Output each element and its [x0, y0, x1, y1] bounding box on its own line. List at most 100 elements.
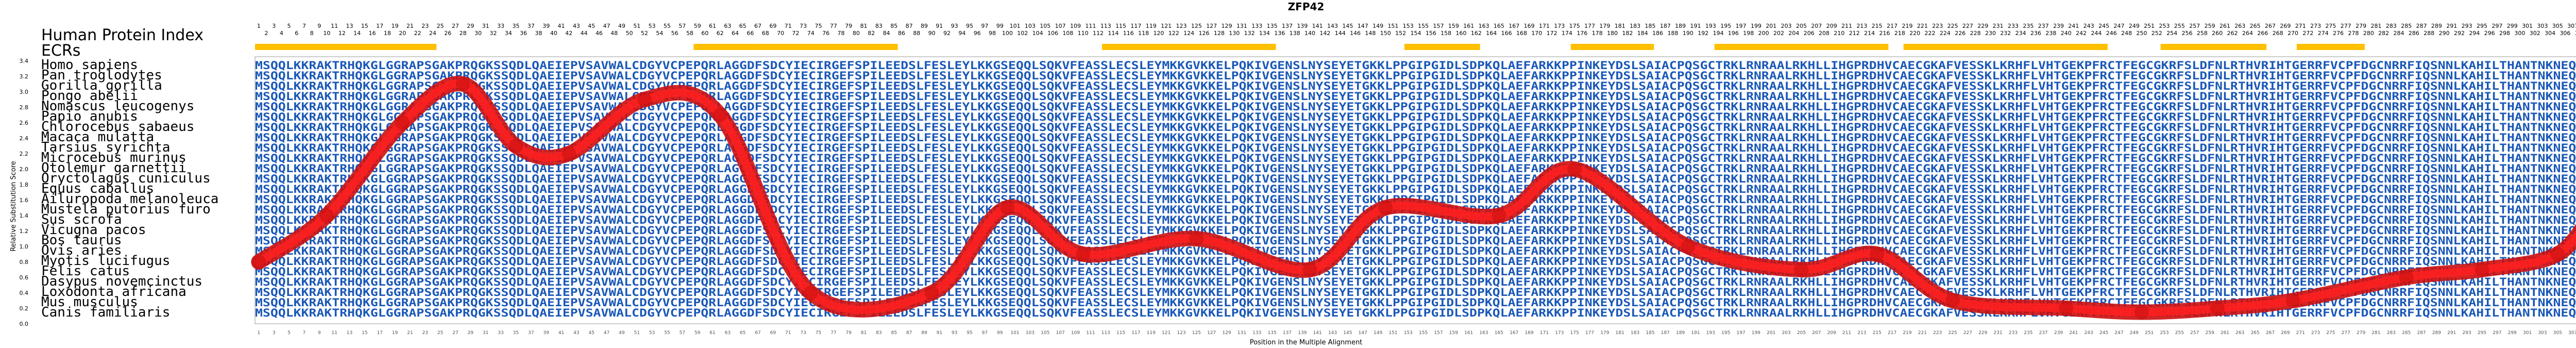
position-number: 161 — [1463, 23, 1474, 29]
position-number: 254 — [2166, 30, 2177, 37]
position-number: 275 — [2325, 23, 2336, 29]
position-number: 238 — [2045, 30, 2056, 37]
alignment-sequence: MSQQLKKRAKTRHQKGLGGRAPSGAKPRQGKSSQDLQAEI… — [255, 183, 2576, 195]
y-tick-label: 2.0 — [20, 166, 29, 173]
position-number: 202 — [1773, 30, 1784, 37]
position-number: 27 — [452, 23, 459, 29]
position-number: 82 — [868, 30, 875, 37]
x-tick-label: 183 — [1631, 330, 1639, 336]
position-number: 166 — [1501, 30, 1512, 37]
species-name: Felis catus — [41, 263, 130, 279]
x-tick-label: 77 — [831, 330, 836, 336]
species-name: Macaca mulatta — [41, 129, 154, 145]
x-tick-label: 245 — [2099, 330, 2108, 336]
x-tick-label: 149 — [1374, 330, 1382, 336]
position-number: 242 — [2076, 30, 2087, 37]
ecr-bar — [754, 44, 898, 50]
x-tick-label: 159 — [1449, 330, 1458, 336]
position-number: 302 — [2530, 30, 2540, 37]
x-tick-label: 161 — [1464, 330, 1473, 336]
x-tick-label: 291 — [2447, 330, 2456, 336]
y-tick-label: 1.6 — [20, 197, 29, 204]
position-number: 297 — [2492, 23, 2502, 29]
position-number: 85 — [890, 23, 897, 29]
position-number: 236 — [2030, 30, 2041, 37]
position-number: 149 — [1372, 23, 1383, 29]
species-name: Mustela putorius furo — [41, 202, 211, 217]
x-tick-label: 217 — [1888, 330, 1896, 336]
y-tick-label: 2.4 — [20, 135, 29, 142]
y-tick-label: 1.8 — [20, 181, 29, 188]
x-tick-label: 177 — [1585, 330, 1594, 336]
position-number: 75 — [815, 23, 822, 29]
x-tick-label: 215 — [1873, 330, 1882, 336]
x-tick-label: 137 — [1283, 330, 1292, 336]
position-number: 213 — [1856, 23, 1867, 29]
x-tick-label: 41 — [558, 330, 564, 336]
position-number: 204 — [1788, 30, 1799, 37]
position-number: 153 — [1403, 23, 1414, 29]
x-tick-label: 281 — [2371, 330, 2380, 336]
position-number: 122 — [1168, 30, 1179, 37]
position-number: 52 — [641, 30, 648, 37]
x-tick-label: 239 — [2054, 330, 2063, 336]
position-number: 36 — [520, 30, 527, 37]
x-tick-label: 131 — [1238, 330, 1246, 336]
ecr-bar — [2296, 44, 2365, 50]
position-number: 61 — [709, 23, 716, 29]
position-number: 92 — [943, 30, 951, 37]
alignment-sequence: MSQQLKKRAKTRHQKGLGGRAPSGAKPRQGKSSQDLQAEI… — [255, 266, 2576, 278]
position-number: 221 — [1917, 23, 1928, 29]
x-tick-label: 173 — [1555, 330, 1564, 336]
x-tick-label: 133 — [1252, 330, 1261, 336]
position-number: 34 — [505, 30, 512, 37]
position-number: 205 — [1796, 23, 1807, 29]
position-number: 55 — [664, 23, 671, 29]
x-tick-label: 69 — [770, 330, 776, 336]
position-number: 250 — [2137, 30, 2147, 37]
x-tick-label: 99 — [997, 330, 1003, 336]
position-number: 6 — [295, 30, 298, 37]
x-tick-label: 289 — [2432, 330, 2441, 336]
x-tick-label: 303 — [2538, 330, 2547, 336]
position-number: 292 — [2454, 30, 2465, 37]
position-number: 18 — [384, 30, 391, 37]
position-number: 134 — [1259, 30, 1270, 37]
curve-point — [455, 77, 470, 91]
position-number: 306 — [2560, 30, 2570, 37]
x-tick-label: 105 — [1041, 330, 1049, 336]
position-number: 19 — [392, 23, 399, 29]
ecr-bar — [255, 44, 437, 50]
x-tick-label: 171 — [1540, 330, 1549, 336]
position-number: 91 — [936, 23, 943, 29]
x-tick-label: 275 — [2326, 330, 2335, 336]
position-number: 154 — [1410, 30, 1421, 37]
position-number: 43 — [573, 23, 580, 29]
position-number: 189 — [1675, 23, 1686, 29]
ecr-bar — [693, 44, 754, 50]
position-number: 175 — [1569, 23, 1580, 29]
position-number: 260 — [2212, 30, 2223, 37]
position-number: 25 — [437, 23, 444, 29]
position-number: 57 — [679, 23, 686, 29]
x-tick-label: 175 — [1570, 330, 1579, 336]
curve-point — [1189, 231, 1204, 246]
position-number: 248 — [2121, 30, 2132, 37]
position-number: 145 — [1342, 23, 1353, 29]
x-tick-label: 109 — [1071, 330, 1080, 336]
position-number: 231 — [1993, 23, 2004, 29]
species-name: Pan troglodytes — [41, 68, 162, 83]
x-tick-label: 193 — [1706, 330, 1715, 336]
species-name: Papio anubis — [41, 109, 138, 124]
x-tick-label: 293 — [2463, 330, 2471, 336]
x-tick-label: 167 — [1510, 330, 1518, 336]
position-number: 284 — [2394, 30, 2404, 37]
x-tick-label: 49 — [619, 330, 625, 336]
x-tick-label: 185 — [1646, 330, 1654, 336]
position-number: 218 — [1894, 30, 1905, 37]
x-tick-label: 199 — [1752, 330, 1760, 336]
x-tick-label: 61 — [709, 330, 715, 336]
x-tick-label: 5 — [287, 330, 291, 336]
position-number: 196 — [1728, 30, 1739, 37]
position-number: 156 — [1426, 30, 1436, 37]
